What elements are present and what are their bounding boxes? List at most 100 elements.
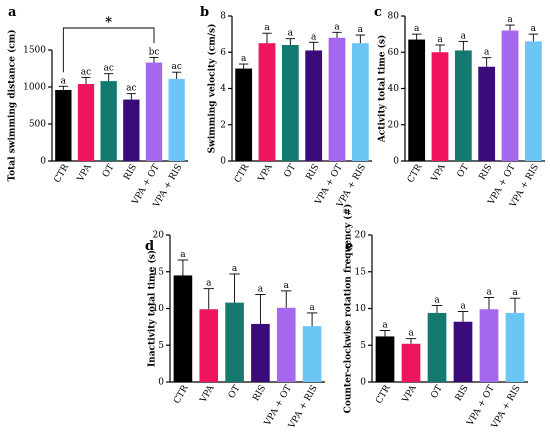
- chart-panel-b: b Swimming velocity (cm/s)0 2 4 6 8 a CTR a VPA a O…: [200, 5, 372, 210]
- bar-ris: [478, 66, 496, 161]
- y-tick-label: 20: [355, 231, 367, 241]
- panel-letter: d: [145, 239, 154, 254]
- bar-ot: [100, 81, 117, 161]
- significance-label: ac: [103, 64, 113, 74]
- bar-vpa-ot: [479, 309, 499, 382]
- significance-label: a: [507, 15, 513, 25]
- y-tick-label: 15: [355, 267, 367, 277]
- x-tick-label: RIS: [454, 384, 471, 403]
- bar-vpa-ris: [168, 78, 185, 161]
- x-tick-label: VPA: [75, 162, 94, 184]
- significance-label: a: [437, 35, 443, 45]
- y-tick-label: 4: [220, 84, 226, 94]
- significance-label: a: [309, 303, 315, 313]
- bar-ctr: [408, 39, 426, 161]
- bar-ot: [281, 45, 299, 161]
- bar-ot: [427, 312, 447, 382]
- significance-label: a: [531, 24, 537, 34]
- y-tick-label: 1000: [23, 83, 46, 93]
- significance-label: a: [284, 281, 290, 291]
- panel-letter: a: [8, 5, 17, 20]
- y-tick-label: 0: [40, 157, 46, 167]
- chart-panel-a: a Total swimming distance (cm) 0 500 1000 150…: [7, 5, 188, 210]
- y-tick-label: 0: [360, 378, 366, 388]
- significance-asterisk: *: [105, 15, 112, 30]
- panel-letter: b: [200, 5, 209, 20]
- significance-bracket: [62, 27, 155, 73]
- y-tick-label: 15: [153, 267, 165, 277]
- y-tick-label: 10: [355, 304, 367, 314]
- bar-ctr: [235, 68, 253, 161]
- significance-label: a: [408, 329, 414, 339]
- y-axis-label: Total swimming distance (cm): [7, 29, 18, 181]
- bar-ot: [454, 50, 472, 161]
- y-tick-label: 80: [388, 12, 400, 22]
- x-tick-label: RIS: [122, 163, 139, 182]
- x-tick-label: OT: [456, 163, 471, 180]
- y-axis-label: Inactivity total time (s): [147, 250, 158, 367]
- x-tick-label: CTR: [172, 384, 191, 406]
- bar-ris: [453, 321, 473, 382]
- significance-label: a: [334, 22, 340, 32]
- significance-label: a: [180, 250, 186, 260]
- bar-vpa-ris: [524, 41, 542, 161]
- x-tick-label: VPA: [429, 162, 448, 184]
- chart-panel-c: c Activity total time (s) 0 20 40 60 80 a CTR a VP…: [374, 5, 545, 210]
- bar-ris: [123, 99, 140, 161]
- x-tick-label: CTR: [374, 384, 393, 406]
- x-tick-label: RIS: [305, 163, 322, 182]
- significance-label: a: [258, 285, 264, 295]
- significance-label: a: [414, 24, 420, 34]
- significance-label: a: [288, 29, 294, 39]
- bar-vpa-ot: [276, 307, 296, 382]
- x-tick-label: CTR: [233, 163, 252, 185]
- y-tick-label: 20: [388, 120, 400, 130]
- y-tick-label: 6: [220, 48, 226, 58]
- significance-label: ac: [81, 67, 91, 77]
- y-tick-label: 0: [393, 157, 399, 167]
- bar-vpa-ot: [501, 30, 519, 161]
- y-tick-label: 0: [158, 378, 164, 388]
- y-tick-label: 40: [388, 84, 400, 94]
- y-axis-label: Swimming velocity (cm/s): [207, 24, 218, 154]
- y-axis-label: Counter-clockwise rotation frequency (#): [343, 204, 354, 414]
- significance-label: a: [311, 32, 317, 42]
- significance-label: a: [232, 264, 238, 274]
- y-tick-label: 5: [158, 341, 164, 351]
- bar-ot: [225, 302, 244, 382]
- bar-vpa: [401, 343, 421, 382]
- y-tick-label: 5: [360, 341, 366, 351]
- significance-label: a: [434, 296, 440, 306]
- y-tick-label: 2: [220, 120, 226, 130]
- bar-vpa-ris: [505, 312, 525, 382]
- significance-label: a: [358, 25, 364, 35]
- bar-vpa-ris: [351, 43, 369, 161]
- bar-vpa: [199, 309, 219, 382]
- significance-label: a: [382, 321, 388, 331]
- x-tick-label: OT: [429, 384, 444, 401]
- bar-ctr: [375, 336, 395, 382]
- x-tick-label: OT: [283, 163, 298, 180]
- bar-vpa: [431, 52, 449, 161]
- y-tick-label: 10: [153, 304, 165, 314]
- panel-letter: e: [345, 239, 353, 254]
- x-tick-label: VPA: [400, 383, 419, 405]
- bar-vpa-ris: [302, 326, 322, 382]
- bar-ris: [251, 323, 270, 382]
- x-tick-label: CTR: [53, 163, 72, 185]
- y-tick-label: 20: [153, 231, 165, 241]
- x-tick-label: VPA: [256, 162, 275, 184]
- significance-label: a: [461, 31, 467, 41]
- significance-label: a: [486, 287, 492, 297]
- bar-vpa-ot: [328, 37, 346, 161]
- bar-ris: [305, 50, 323, 161]
- panel-letter: c: [374, 5, 382, 20]
- significance-label: ac: [126, 84, 136, 94]
- significance-label: a: [241, 54, 247, 64]
- x-tick-label: RIS: [478, 163, 495, 182]
- bar-vpa-ot: [145, 62, 163, 161]
- significance-label: a: [264, 23, 270, 33]
- x-tick-label: CTR: [406, 163, 425, 185]
